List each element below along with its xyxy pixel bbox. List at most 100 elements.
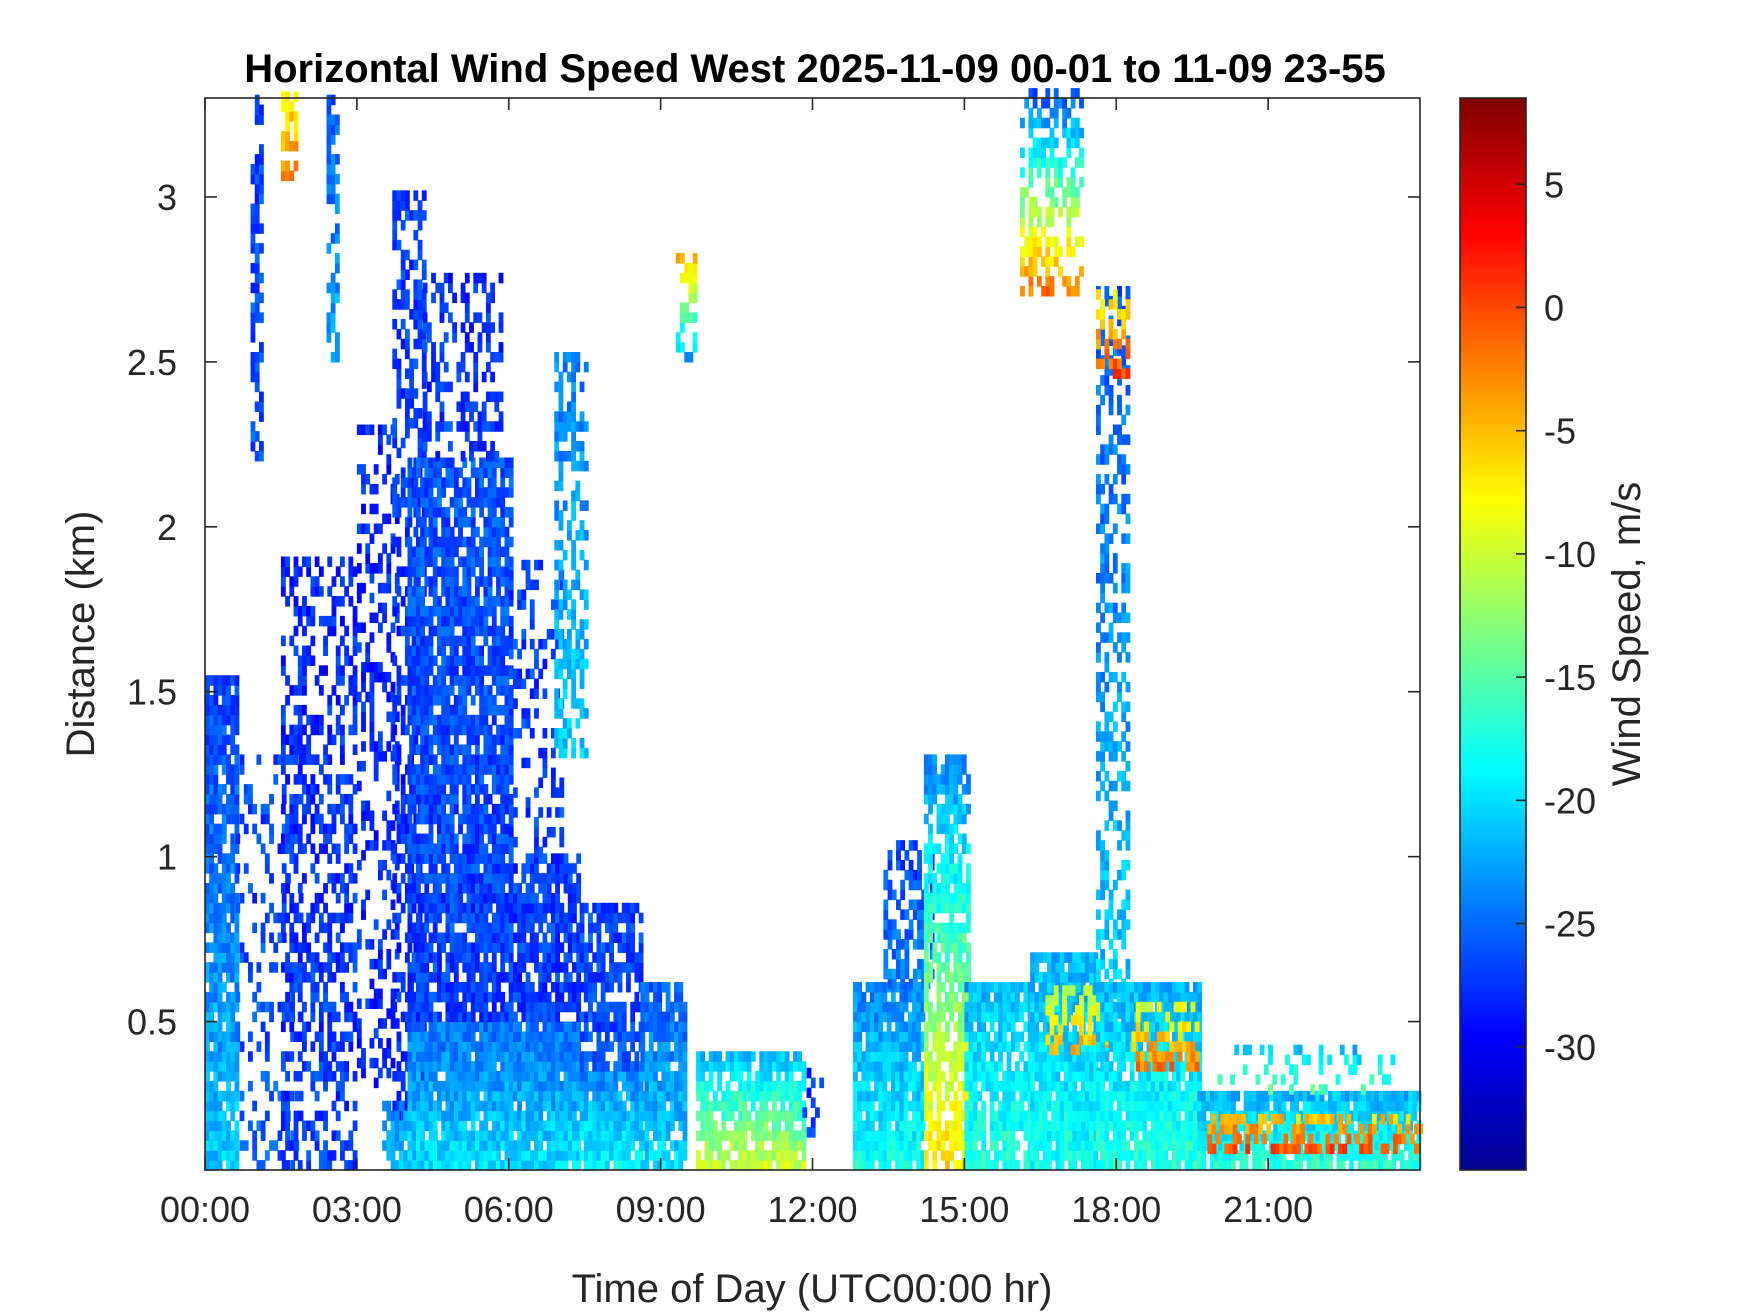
heat-cell <box>563 1071 569 1082</box>
heat-cell <box>538 777 544 788</box>
heat-cell <box>466 833 472 845</box>
heat-cell <box>209 833 215 845</box>
heat-cell <box>763 1110 769 1122</box>
heat-cell <box>250 262 256 274</box>
heat-cell <box>521 1051 527 1062</box>
heat-cell <box>234 1061 240 1072</box>
heat-cell <box>421 714 427 726</box>
heat-cell <box>394 572 400 584</box>
heat-cell <box>302 1061 307 1072</box>
heat-cell <box>458 1051 463 1062</box>
heat-cell <box>432 516 438 528</box>
heat-cell <box>250 302 256 313</box>
heat-cell <box>445 566 451 577</box>
heat-cell <box>479 823 485 835</box>
heat-cell <box>525 1041 531 1052</box>
heat-cell <box>458 695 463 706</box>
heat-cell <box>609 1130 614 1141</box>
heat-cell <box>396 447 402 459</box>
heat-cell <box>209 972 215 983</box>
heat-cell <box>217 1021 223 1033</box>
heat-cell <box>725 1150 731 1161</box>
heat-cell <box>256 1001 262 1013</box>
heat-cell <box>512 1140 518 1151</box>
heat-cell <box>445 1130 451 1141</box>
heat-cell <box>445 932 451 944</box>
heat-cell <box>490 421 496 432</box>
heat-cell <box>784 1051 790 1062</box>
heat-cell <box>648 1001 654 1013</box>
heat-cell <box>529 1041 535 1052</box>
heat-cell <box>445 1100 451 1112</box>
heat-cell <box>729 1061 735 1072</box>
heat-cell <box>630 1120 636 1132</box>
heat-cell <box>453 1011 459 1023</box>
heat-cell <box>306 912 312 924</box>
heat-cell <box>712 1051 718 1062</box>
heat-cell <box>407 892 413 904</box>
heat-cell <box>297 1031 303 1042</box>
heat-cell <box>470 833 476 845</box>
heat-cell <box>483 1150 489 1161</box>
heat-cell <box>634 1001 640 1013</box>
heat-cell <box>396 1100 402 1112</box>
heat-cell <box>415 981 421 993</box>
heat-cell <box>411 487 417 498</box>
heat-cell <box>404 625 410 637</box>
heat-cell <box>399 1100 404 1112</box>
heat-cell <box>409 784 415 795</box>
heat-cell <box>420 655 425 666</box>
heat-cell <box>475 981 480 993</box>
heat-cell <box>449 1150 455 1161</box>
heat-cell <box>609 1150 614 1161</box>
heat-cell <box>491 734 497 746</box>
heat-cell <box>331 1071 337 1082</box>
heat-cell <box>479 615 485 627</box>
heat-cell <box>428 1100 434 1112</box>
heat-cell <box>306 1120 312 1132</box>
heat-cell <box>260 813 266 825</box>
heat-cell <box>441 813 447 825</box>
heat-cell <box>205 1110 210 1122</box>
heat-cell <box>217 734 223 746</box>
heat-cell <box>334 124 340 135</box>
heat-cell <box>588 1031 593 1042</box>
heat-cell <box>529 1150 535 1161</box>
heat-cell <box>411 1080 417 1092</box>
heat-cell <box>657 1100 663 1112</box>
heat-cell <box>326 243 332 254</box>
heat-cell <box>609 932 614 944</box>
heat-cell <box>226 1041 231 1052</box>
heat-cell <box>604 972 610 983</box>
heat-cell <box>449 952 455 963</box>
heat-cell <box>281 892 287 904</box>
heat-cell <box>230 991 236 1003</box>
heat-cell <box>302 873 307 884</box>
heat-cell <box>504 1080 510 1092</box>
heat-cell <box>445 704 451 716</box>
heat-cell <box>327 803 333 815</box>
heat-cell <box>314 962 320 973</box>
heat-cell <box>407 457 413 469</box>
heat-cell <box>470 1150 476 1161</box>
heat-cell <box>462 1061 468 1072</box>
heat-cell <box>415 1100 421 1112</box>
heat-cell <box>392 655 398 666</box>
heat-cell <box>273 942 279 953</box>
heat-cell <box>470 991 476 1003</box>
heat-cell <box>583 991 589 1003</box>
heat-cell <box>441 1140 447 1151</box>
heat-cell <box>571 351 577 363</box>
heat-cell <box>453 655 459 666</box>
heat-cell <box>254 371 260 383</box>
heat-cell <box>396 833 402 845</box>
heat-cell <box>280 1021 286 1033</box>
heat-cell <box>483 467 489 478</box>
heat-cell <box>298 892 304 904</box>
heat-cell <box>496 1041 501 1052</box>
heat-cell <box>407 1051 413 1062</box>
heat-cell <box>576 853 582 864</box>
heat-cell <box>445 902 451 914</box>
heat-cell <box>404 1100 410 1112</box>
heat-cell <box>411 853 417 864</box>
